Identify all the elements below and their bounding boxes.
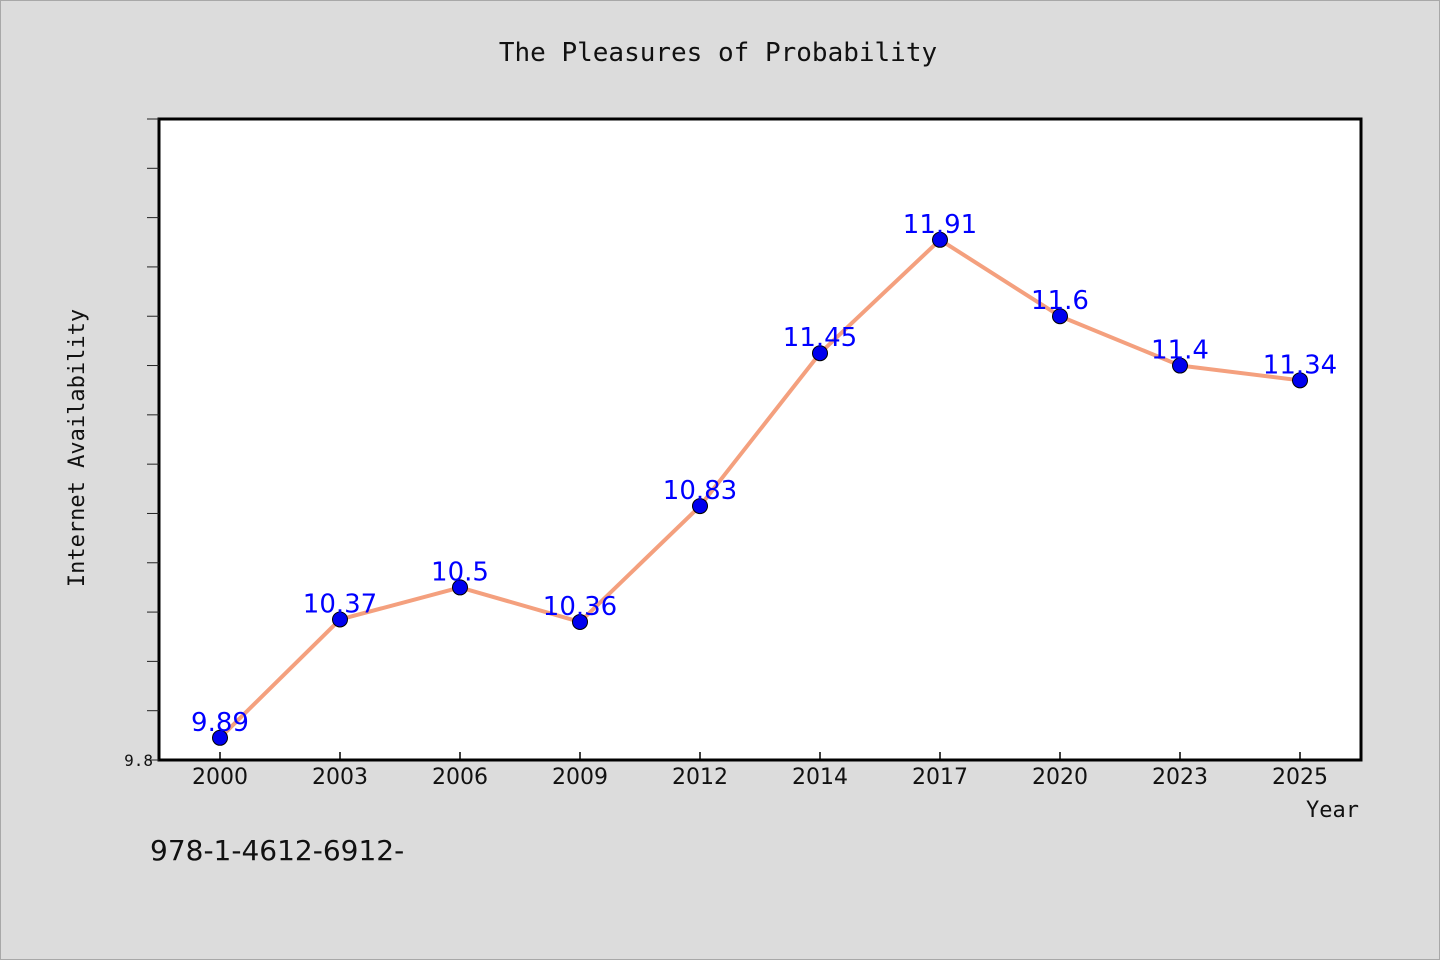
y-axis-label: Internet Availability bbox=[65, 309, 90, 587]
isbn-footnote: 978-1-4612-6912- bbox=[150, 834, 405, 867]
data-label: 11.6 bbox=[1031, 286, 1089, 316]
data-label: 11.45 bbox=[783, 323, 857, 353]
data-point bbox=[452, 579, 468, 596]
x-tick-label: 2023 bbox=[1152, 765, 1208, 790]
data-label: 10.83 bbox=[663, 476, 737, 506]
chart-title: The Pleasures of Probability bbox=[499, 38, 937, 68]
data-label: 9.89 bbox=[191, 708, 249, 738]
x-tick-label: 2012 bbox=[672, 765, 728, 790]
x-axis-label: Year bbox=[1306, 798, 1359, 823]
data-label: 10.37 bbox=[303, 589, 377, 619]
data-label: 10.5 bbox=[431, 557, 489, 587]
data-point bbox=[1052, 308, 1068, 325]
y-tick-label-min: 9.8 bbox=[124, 751, 153, 770]
data-point bbox=[692, 498, 708, 515]
x-tick-label: 2006 bbox=[432, 765, 488, 790]
data-point bbox=[572, 613, 588, 630]
data-label: 11.91 bbox=[903, 210, 977, 240]
y-axis-ticks bbox=[147, 118, 159, 761]
data-point bbox=[1172, 357, 1188, 374]
data-label: 10.36 bbox=[543, 592, 617, 622]
series-line-group bbox=[218, 237, 1301, 740]
series-line bbox=[218, 237, 1301, 740]
data-labels: 9.89 10.37 10.5 10.36 10.83 11.45 11.91 11.6 11.… bbox=[191, 210, 1337, 738]
series-markers bbox=[212, 231, 1308, 746]
data-point bbox=[1292, 372, 1308, 389]
data-point bbox=[932, 231, 948, 248]
x-axis-ticks: 2000 2003 2006 2009 2012 2014 2017 2020 2023 2025 bbox=[192, 752, 1328, 790]
x-tick-label: 2025 bbox=[1272, 765, 1328, 790]
data-point bbox=[332, 611, 348, 628]
x-tick-label: 2003 bbox=[312, 765, 368, 790]
x-tick-label: 2014 bbox=[792, 765, 848, 790]
data-point bbox=[812, 345, 828, 362]
data-point bbox=[212, 729, 228, 746]
data-label: 11.4 bbox=[1151, 336, 1209, 366]
x-tick-label: 2009 bbox=[552, 765, 608, 790]
plot-area bbox=[157, 117, 1363, 762]
data-label: 11.34 bbox=[1263, 350, 1337, 380]
x-tick-label: 2000 bbox=[192, 765, 248, 790]
x-tick-label: 2017 bbox=[912, 765, 968, 790]
x-tick-label: 2020 bbox=[1032, 765, 1088, 790]
